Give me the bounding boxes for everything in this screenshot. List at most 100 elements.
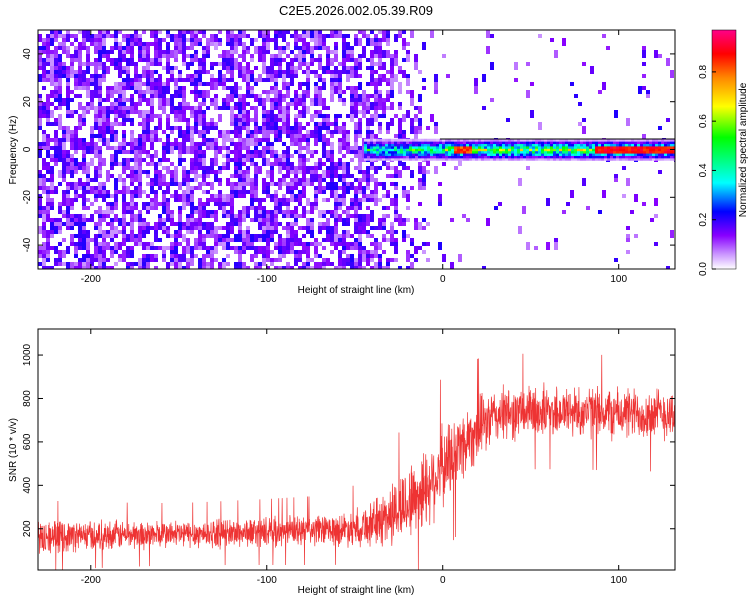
signal-cell bbox=[478, 145, 481, 149]
signal-cell bbox=[433, 157, 436, 161]
spectrogram-cell bbox=[118, 30, 122, 34]
spectrogram-cell bbox=[274, 182, 278, 186]
spectrogram-cell bbox=[282, 238, 286, 242]
signal-cell bbox=[601, 153, 604, 156]
signal-cell bbox=[451, 148, 454, 152]
spectrogram-cell bbox=[58, 114, 62, 122]
spectrogram-cell bbox=[126, 262, 130, 266]
spectrogram-cell bbox=[182, 86, 186, 90]
spectrogram-cell bbox=[98, 226, 102, 234]
spectrogram-cell bbox=[258, 246, 262, 254]
spectrogram-cell bbox=[354, 122, 358, 130]
spectrogram-cell bbox=[266, 182, 270, 186]
spectrogram-cell bbox=[378, 66, 382, 70]
spectrogram-cell bbox=[90, 202, 94, 206]
spectrogram-cell bbox=[242, 126, 246, 130]
spectrogram-cell bbox=[314, 98, 318, 106]
spectrogram-cell bbox=[174, 58, 178, 62]
spectrogram-cell bbox=[246, 34, 250, 38]
spectrogram-cell bbox=[390, 242, 394, 246]
spectrogram-cell bbox=[178, 30, 182, 38]
spectrogram-cell bbox=[166, 46, 170, 50]
signal-cell bbox=[406, 155, 409, 159]
signal-cell bbox=[412, 141, 415, 145]
signal-cell bbox=[508, 138, 511, 142]
signal-cell bbox=[574, 155, 577, 159]
spectrogram-cell bbox=[270, 210, 274, 214]
spectrogram-cell bbox=[306, 70, 310, 78]
spectrogram-cell bbox=[206, 146, 210, 150]
signal-cell bbox=[481, 155, 484, 159]
spectrogram-cell bbox=[142, 202, 146, 210]
spectrogram-cell bbox=[78, 230, 82, 238]
spectrogram-cell bbox=[406, 90, 410, 94]
spectrogram-cell bbox=[302, 106, 306, 110]
signal-cell bbox=[430, 141, 433, 145]
spectrogram-cell bbox=[274, 74, 278, 78]
spectrogram-cell bbox=[342, 250, 346, 254]
spectrogram-cell bbox=[330, 134, 334, 138]
spectrogram-cell bbox=[338, 186, 342, 190]
spectrogram-cell bbox=[222, 246, 226, 250]
signal-cell bbox=[427, 150, 430, 154]
spectrogram-cell bbox=[106, 50, 110, 54]
spectrogram-cell bbox=[98, 146, 102, 150]
spectrogram-cell bbox=[210, 142, 214, 150]
signal-cell bbox=[502, 143, 505, 147]
spectrogram-cell bbox=[234, 142, 238, 150]
spectrogram-cell bbox=[38, 198, 42, 206]
spectrogram-cell bbox=[178, 94, 182, 98]
signal-cell bbox=[487, 155, 490, 159]
spectrogram-cell bbox=[110, 254, 114, 258]
spectrogram-cell bbox=[622, 194, 626, 198]
spectrogram-cell bbox=[222, 234, 226, 238]
spectrogram-cell bbox=[242, 186, 246, 194]
spectrogram-cell bbox=[194, 118, 198, 122]
spectrogram-cell bbox=[242, 42, 246, 50]
spectrogram-cell bbox=[258, 54, 262, 58]
spectrogram-cell bbox=[346, 182, 350, 186]
spectrogram-cell bbox=[278, 234, 282, 238]
signal-cell bbox=[448, 138, 451, 142]
spectrogram-cell bbox=[238, 122, 242, 126]
spectrogram-cell bbox=[54, 98, 58, 102]
signal-cell bbox=[535, 153, 538, 156]
spectrogram-cell bbox=[274, 54, 278, 58]
spectrogram-cell bbox=[90, 150, 94, 154]
signal-cell bbox=[634, 141, 637, 145]
signal-cell bbox=[598, 153, 601, 156]
spectrogram-cell bbox=[198, 174, 202, 178]
signal-cell bbox=[661, 143, 664, 147]
spectrogram-cell bbox=[82, 238, 86, 246]
spectrogram-cell bbox=[410, 238, 414, 242]
spectrogram-cell bbox=[98, 66, 102, 70]
spectrogram-cell bbox=[218, 54, 222, 58]
spectrogram-cell bbox=[482, 74, 486, 82]
spectrogram-cell bbox=[166, 218, 170, 222]
spectrogram-cell bbox=[190, 262, 194, 266]
spectrogram-cell bbox=[166, 98, 170, 106]
signal-cell bbox=[394, 153, 397, 156]
spectrogram-cell bbox=[294, 198, 298, 202]
spectrogram-cell bbox=[50, 90, 54, 98]
signal-cell bbox=[493, 155, 496, 159]
spectrogram-cell bbox=[346, 74, 350, 82]
spectrogram-cell bbox=[342, 146, 346, 150]
spectrogram-cell bbox=[278, 162, 282, 166]
signal-cell bbox=[496, 155, 499, 159]
spectrogram-cell bbox=[398, 158, 402, 166]
spectrogram-cell bbox=[458, 254, 462, 262]
signal-cell bbox=[397, 143, 400, 147]
spectrogram-cell bbox=[226, 134, 230, 142]
spectrogram-cell bbox=[250, 198, 254, 206]
x-tick-label: -100 bbox=[257, 575, 277, 586]
signal-cell bbox=[586, 141, 589, 145]
spectrogram-cell bbox=[294, 138, 298, 142]
spectrogram-cell bbox=[186, 174, 190, 178]
spectrogram-cell bbox=[366, 174, 370, 178]
spectrogram-cell bbox=[106, 90, 110, 94]
spectrogram-cell bbox=[218, 114, 222, 122]
spectrogram-cell bbox=[282, 122, 286, 126]
signal-cell bbox=[502, 141, 505, 145]
signal-cell bbox=[469, 141, 472, 145]
